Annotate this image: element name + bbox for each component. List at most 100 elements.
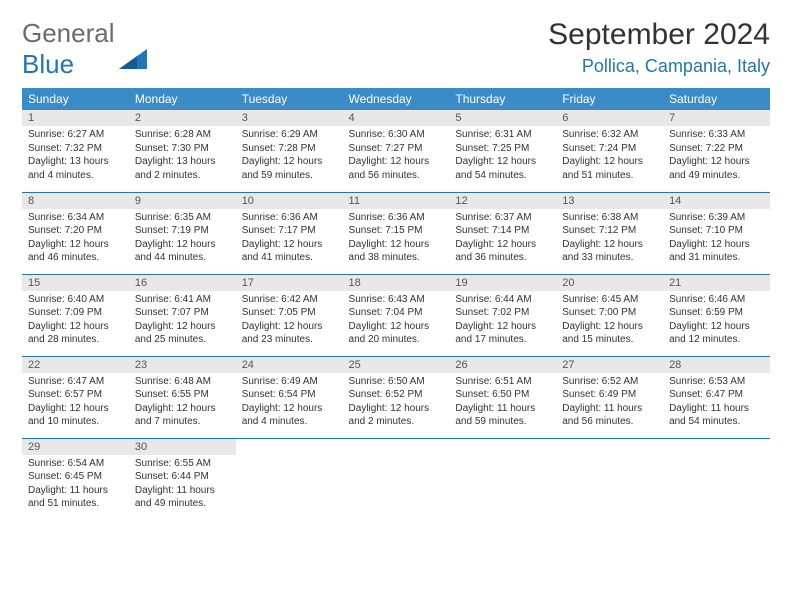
sunrise-text: Sunrise: 6:47 AM [28,375,123,389]
calendar-cell: 8Sunrise: 6:34 AMSunset: 7:20 PMDaylight… [22,192,129,274]
calendar-cell: 23Sunrise: 6:48 AMSunset: 6:55 PMDayligh… [129,356,236,438]
daylight-text2: and 31 minutes. [669,251,764,265]
daylight-text: Daylight: 12 hours [242,238,337,252]
day-details: Sunrise: 6:44 AMSunset: 7:02 PMDaylight:… [449,291,556,351]
sunrise-text: Sunrise: 6:43 AM [349,293,444,307]
weekday-header: Friday [556,88,663,110]
logo-triangle-icon [119,49,147,74]
sunrise-text: Sunrise: 6:27 AM [28,128,123,142]
logo-word2: Blue [22,49,74,79]
day-details: Sunrise: 6:30 AMSunset: 7:27 PMDaylight:… [343,126,450,186]
daylight-text2: and 12 minutes. [669,333,764,347]
day-details: Sunrise: 6:35 AMSunset: 7:19 PMDaylight:… [129,209,236,269]
calendar-cell [236,438,343,520]
calendar-cell: 7Sunrise: 6:33 AMSunset: 7:22 PMDaylight… [663,110,770,192]
calendar-cell [556,438,663,520]
day-number: 18 [343,275,450,291]
sunrise-text: Sunrise: 6:36 AM [349,211,444,225]
daylight-text2: and 54 minutes. [669,415,764,429]
day-number: 9 [129,193,236,209]
sunrise-text: Sunrise: 6:49 AM [242,375,337,389]
day-number: 12 [449,193,556,209]
sunset-text: Sunset: 7:32 PM [28,142,123,156]
sunrise-text: Sunrise: 6:29 AM [242,128,337,142]
day-number: 14 [663,193,770,209]
sunrise-text: Sunrise: 6:34 AM [28,211,123,225]
day-number: 27 [556,357,663,373]
day-details: Sunrise: 6:36 AMSunset: 7:15 PMDaylight:… [343,209,450,269]
day-number: 2 [129,110,236,126]
title-block: September 2024 Pollica, Campania, Italy [548,18,770,77]
sunrise-text: Sunrise: 6:41 AM [135,293,230,307]
sunset-text: Sunset: 7:02 PM [455,306,550,320]
calendar-cell: 6Sunrise: 6:32 AMSunset: 7:24 PMDaylight… [556,110,663,192]
day-details: Sunrise: 6:50 AMSunset: 6:52 PMDaylight:… [343,373,450,433]
daylight-text: Daylight: 12 hours [455,155,550,169]
daylight-text: Daylight: 12 hours [242,155,337,169]
sunset-text: Sunset: 7:00 PM [562,306,657,320]
calendar-cell: 24Sunrise: 6:49 AMSunset: 6:54 PMDayligh… [236,356,343,438]
daylight-text: Daylight: 12 hours [28,402,123,416]
calendar-cell: 1Sunrise: 6:27 AMSunset: 7:32 PMDaylight… [22,110,129,192]
daylight-text: Daylight: 12 hours [349,238,444,252]
daylight-text2: and 23 minutes. [242,333,337,347]
calendar-row: 8Sunrise: 6:34 AMSunset: 7:20 PMDaylight… [22,192,770,274]
day-details: Sunrise: 6:36 AMSunset: 7:17 PMDaylight:… [236,209,343,269]
day-number: 28 [663,357,770,373]
sunrise-text: Sunrise: 6:30 AM [349,128,444,142]
logo: General Blue [22,18,147,80]
day-details: Sunrise: 6:31 AMSunset: 7:25 PMDaylight:… [449,126,556,186]
day-number: 26 [449,357,556,373]
day-number: 19 [449,275,556,291]
day-details: Sunrise: 6:28 AMSunset: 7:30 PMDaylight:… [129,126,236,186]
calendar-cell [343,438,450,520]
day-details: Sunrise: 6:49 AMSunset: 6:54 PMDaylight:… [236,373,343,433]
sunrise-text: Sunrise: 6:55 AM [135,457,230,471]
weekday-header: Saturday [663,88,770,110]
sunrise-text: Sunrise: 6:32 AM [562,128,657,142]
day-number: 4 [343,110,450,126]
day-number: 6 [556,110,663,126]
sunrise-text: Sunrise: 6:54 AM [28,457,123,471]
daylight-text: Daylight: 12 hours [28,320,123,334]
sunset-text: Sunset: 6:44 PM [135,470,230,484]
daylight-text: Daylight: 12 hours [242,320,337,334]
sunrise-text: Sunrise: 6:40 AM [28,293,123,307]
calendar-cell: 30Sunrise: 6:55 AMSunset: 6:44 PMDayligh… [129,438,236,520]
day-details: Sunrise: 6:34 AMSunset: 7:20 PMDaylight:… [22,209,129,269]
sunset-text: Sunset: 7:05 PM [242,306,337,320]
daylight-text2: and 59 minutes. [242,169,337,183]
day-details: Sunrise: 6:48 AMSunset: 6:55 PMDaylight:… [129,373,236,433]
sunset-text: Sunset: 7:12 PM [562,224,657,238]
sunset-text: Sunset: 7:17 PM [242,224,337,238]
sunrise-text: Sunrise: 6:37 AM [455,211,550,225]
daylight-text: Daylight: 12 hours [669,238,764,252]
daylight-text: Daylight: 12 hours [135,320,230,334]
calendar-row: 29Sunrise: 6:54 AMSunset: 6:45 PMDayligh… [22,438,770,520]
sunrise-text: Sunrise: 6:45 AM [562,293,657,307]
day-number: 13 [556,193,663,209]
daylight-text: Daylight: 11 hours [135,484,230,498]
calendar-cell: 22Sunrise: 6:47 AMSunset: 6:57 PMDayligh… [22,356,129,438]
day-number: 3 [236,110,343,126]
sunset-text: Sunset: 7:14 PM [455,224,550,238]
sunset-text: Sunset: 7:25 PM [455,142,550,156]
calendar-cell: 16Sunrise: 6:41 AMSunset: 7:07 PMDayligh… [129,274,236,356]
sunset-text: Sunset: 7:22 PM [669,142,764,156]
sunset-text: Sunset: 7:30 PM [135,142,230,156]
daylight-text2: and 17 minutes. [455,333,550,347]
daylight-text2: and 2 minutes. [135,169,230,183]
day-details: Sunrise: 6:54 AMSunset: 6:45 PMDaylight:… [22,455,129,515]
daylight-text2: and 36 minutes. [455,251,550,265]
daylight-text: Daylight: 11 hours [455,402,550,416]
daylight-text2: and 28 minutes. [28,333,123,347]
daylight-text: Daylight: 12 hours [28,238,123,252]
calendar-cell [449,438,556,520]
sunrise-text: Sunrise: 6:46 AM [669,293,764,307]
daylight-text: Daylight: 12 hours [669,155,764,169]
sunset-text: Sunset: 6:52 PM [349,388,444,402]
sunset-text: Sunset: 7:20 PM [28,224,123,238]
sunset-text: Sunset: 7:07 PM [135,306,230,320]
sunset-text: Sunset: 6:49 PM [562,388,657,402]
day-number: 22 [22,357,129,373]
